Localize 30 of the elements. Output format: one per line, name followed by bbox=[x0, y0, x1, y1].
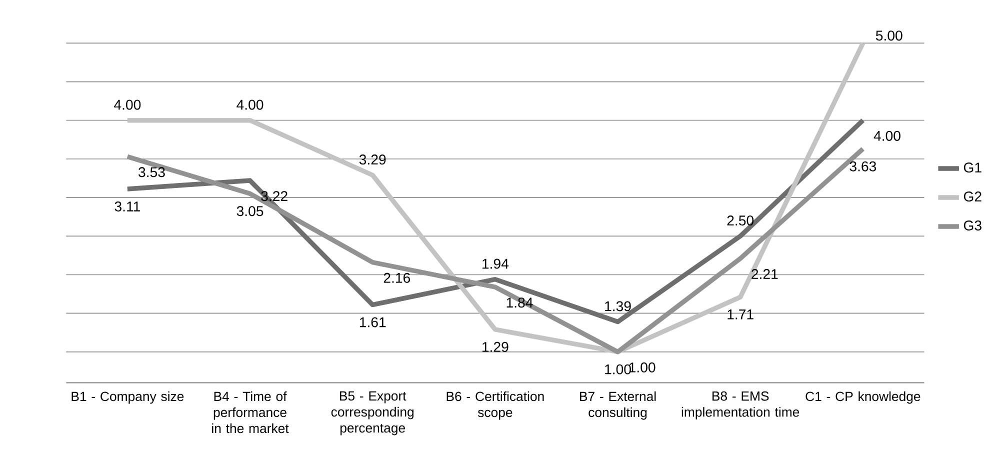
data-label: 3.11 bbox=[114, 202, 140, 212]
legend-label: G1 bbox=[964, 162, 982, 173]
data-label: 3.63 bbox=[850, 162, 876, 172]
data-label: 3.29 bbox=[359, 154, 386, 165]
x-tick-label: B6 - Certification scope bbox=[446, 392, 544, 420]
x-tick-label: B4 - Time of performance in the market bbox=[212, 392, 289, 434]
data-label: 2.16 bbox=[384, 273, 410, 284]
data-label: 1.29 bbox=[482, 342, 508, 352]
x-tick-label: B5 - Export corresponding percentage bbox=[331, 392, 414, 436]
data-label: 1.84 bbox=[506, 298, 533, 308]
data-label: 4.00 bbox=[114, 100, 141, 110]
data-label: 1.00 bbox=[605, 364, 631, 374]
data-label: 2.21 bbox=[752, 269, 778, 280]
x-tick-label: B7 - External consulting bbox=[580, 392, 656, 420]
legend-label: G2 bbox=[964, 192, 982, 202]
x-tick-label: C1 - CP knowledge bbox=[806, 392, 920, 404]
data-label: 1.71 bbox=[728, 310, 754, 320]
x-tick-label: B8 - EMS implementation time bbox=[682, 392, 800, 420]
data-label: 4.00 bbox=[874, 131, 900, 142]
data-label: 4.00 bbox=[236, 100, 264, 110]
data-label: 1.94 bbox=[482, 258, 509, 269]
data-label: 1.39 bbox=[605, 301, 631, 312]
x-tick-label: B1 - Company size bbox=[72, 392, 184, 404]
data-label: 3.53 bbox=[138, 167, 165, 178]
data-label: 2.50 bbox=[727, 216, 754, 226]
data-label: 1.61 bbox=[360, 317, 386, 328]
data-label: 5.00 bbox=[876, 30, 902, 41]
legend-label: G3 bbox=[964, 220, 982, 231]
data-label: 3.05 bbox=[236, 206, 264, 216]
data-label: 1.00 bbox=[629, 362, 656, 373]
